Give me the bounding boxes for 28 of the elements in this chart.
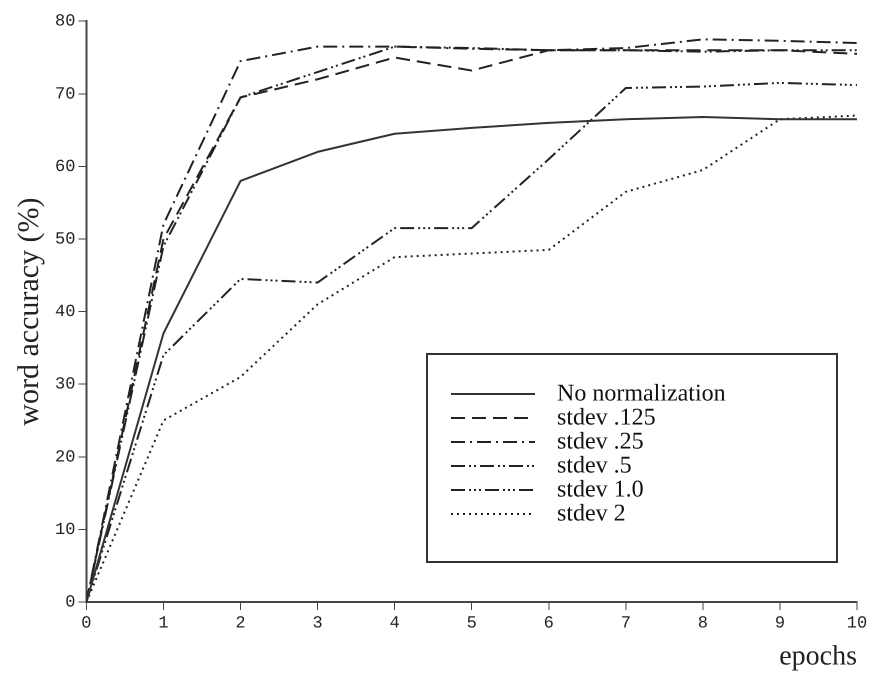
x-tick-label: 0	[81, 614, 92, 634]
x-tick-label: 2	[235, 614, 246, 634]
y-tick-label: 70	[54, 85, 76, 104]
x-tick-label: 4	[390, 614, 400, 634]
legend-label: stdev .25	[557, 428, 644, 454]
legend-label: stdev 1.0	[557, 476, 644, 502]
y-tick-label: 10	[54, 520, 76, 540]
y-axis-title: word accuracy (%)	[12, 198, 45, 426]
x-tick-label: 8	[698, 614, 708, 634]
y-tick-label: 80	[54, 12, 76, 32]
x-tick-label: 3	[312, 614, 323, 634]
x-tick-label: 1	[158, 614, 169, 634]
x-tick-label: 5	[466, 614, 477, 634]
y-tick-label: 20	[54, 448, 76, 468]
legend-label: stdev .5	[557, 452, 632, 478]
y-tick-label: 60	[54, 158, 76, 177]
x-tick-label: 6	[544, 614, 554, 634]
legend-label: stdev .125	[557, 404, 656, 430]
y-tick-label: 50	[54, 230, 76, 250]
legend-label: No normalization	[557, 380, 726, 406]
y-tick-label: 30	[54, 376, 76, 395]
x-tick-label: 7	[620, 614, 631, 634]
x-axis-title: epochs	[779, 640, 857, 672]
x-tick-label: 10	[846, 614, 868, 634]
y-tick-label: 0	[65, 594, 76, 612]
y-tick-label: 40	[54, 303, 76, 322]
legend-label: stdev 2	[557, 500, 626, 526]
x-tick-label: 9	[774, 614, 786, 634]
